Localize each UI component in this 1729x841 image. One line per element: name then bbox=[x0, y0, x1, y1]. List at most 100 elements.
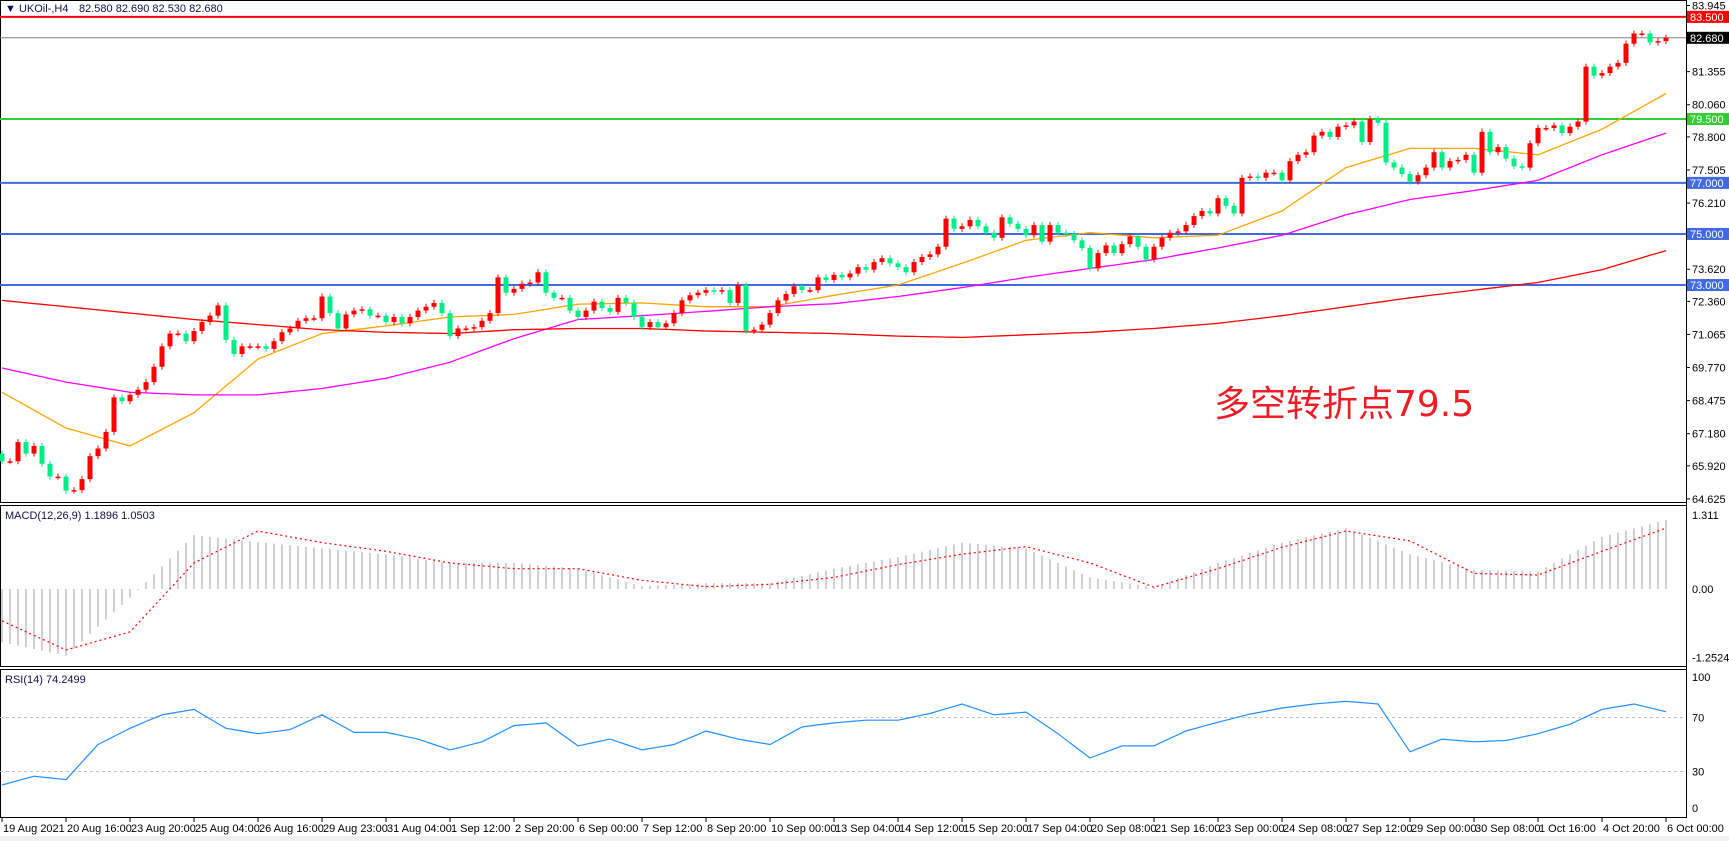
candle-body bbox=[847, 273, 853, 278]
rsi-tick-label: 30 bbox=[1692, 767, 1704, 779]
candle-body bbox=[823, 277, 829, 280]
candle-body bbox=[151, 366, 157, 383]
time-tick-label: 13 Sep 04:00 bbox=[835, 823, 900, 835]
candle-body bbox=[751, 329, 757, 332]
candle-body bbox=[959, 226, 965, 229]
candle-body bbox=[607, 308, 613, 312]
level-label-bg bbox=[1687, 113, 1729, 126]
candle-body bbox=[1159, 237, 1165, 247]
candle-body bbox=[1015, 223, 1021, 229]
candles bbox=[0, 30, 1669, 494]
candle-body bbox=[7, 461, 13, 463]
candle-body bbox=[1359, 121, 1365, 143]
candle-body bbox=[703, 290, 709, 293]
candle-body bbox=[1255, 176, 1261, 178]
candle-body bbox=[127, 394, 133, 402]
candle-body bbox=[55, 476, 61, 479]
candle-body bbox=[1175, 231, 1181, 233]
candle-body bbox=[471, 327, 477, 329]
candle-body bbox=[159, 346, 165, 367]
candle-body bbox=[1247, 176, 1253, 178]
level-label: 77.000 bbox=[1690, 178, 1724, 190]
main-price-panel[interactable] bbox=[0, 0, 1687, 503]
candle-body bbox=[687, 295, 693, 301]
candle-body bbox=[63, 476, 69, 491]
candle-body bbox=[247, 346, 253, 348]
candle-body bbox=[39, 445, 45, 464]
candle-body bbox=[167, 333, 173, 347]
rsi-line bbox=[1, 700, 1667, 786]
candle-body bbox=[511, 288, 517, 293]
candle-body bbox=[415, 310, 421, 317]
symbol-label[interactable]: ▼ UKOil-,H4 bbox=[5, 3, 68, 15]
candle-body bbox=[911, 262, 917, 273]
candle-body bbox=[1351, 121, 1357, 126]
candle-body bbox=[559, 297, 565, 300]
candle-body bbox=[295, 320, 301, 329]
candle-body bbox=[1271, 172, 1277, 175]
candle-body bbox=[1543, 127, 1549, 130]
level-label: 75.000 bbox=[1690, 229, 1724, 241]
candle-body bbox=[87, 456, 93, 480]
candle-body bbox=[231, 339, 237, 354]
candle-body bbox=[623, 297, 629, 303]
candle-body bbox=[1447, 161, 1453, 168]
candle-body bbox=[1583, 66, 1589, 122]
candle-body bbox=[1335, 126, 1341, 137]
candle-body bbox=[527, 282, 533, 284]
moving-averages bbox=[1, 92, 1667, 447]
time-tick-label: 25 Aug 04:00 bbox=[195, 823, 260, 835]
level-label: 83.500 bbox=[1690, 12, 1724, 24]
candle-body bbox=[343, 314, 349, 329]
time-tick-label: 6 Oct 00:00 bbox=[1667, 823, 1724, 835]
candle-body bbox=[119, 397, 125, 402]
candle-body bbox=[1623, 43, 1629, 63]
candle-body bbox=[1055, 225, 1061, 233]
candle-body bbox=[711, 290, 717, 292]
macd-series bbox=[1, 519, 1667, 656]
candle-body bbox=[191, 331, 197, 342]
time-tick-label: 23 Sep 00:00 bbox=[1219, 823, 1284, 835]
candle-body bbox=[279, 332, 285, 342]
candle-body bbox=[551, 292, 557, 298]
candle-body bbox=[1439, 152, 1445, 168]
candle-body bbox=[1063, 232, 1069, 235]
candle-body bbox=[1279, 172, 1285, 181]
candle-body bbox=[663, 323, 669, 328]
candle-body bbox=[367, 309, 373, 316]
candle-body bbox=[1503, 147, 1509, 159]
candle-body bbox=[1415, 175, 1421, 182]
candle-body bbox=[303, 318, 309, 321]
candle-body bbox=[927, 254, 933, 257]
candle-body bbox=[1103, 245, 1109, 254]
candle-body bbox=[239, 346, 245, 354]
candle-body bbox=[671, 313, 677, 324]
candle-body bbox=[479, 320, 485, 328]
price-tick-label: 71.065 bbox=[1692, 329, 1726, 341]
price-tick-label: 73.620 bbox=[1692, 264, 1726, 276]
candle-body bbox=[135, 389, 141, 395]
time-tick-label: 19 Aug 2021 bbox=[3, 823, 65, 835]
rsi-panel[interactable] bbox=[0, 669, 1687, 818]
candle-body bbox=[463, 328, 469, 330]
time-tick-label: 29 Sep 00:00 bbox=[1411, 823, 1476, 835]
candle-body bbox=[743, 285, 749, 332]
candle-body bbox=[1135, 236, 1141, 247]
candle-body bbox=[1183, 225, 1189, 232]
candle-body bbox=[1559, 125, 1565, 134]
price-tick-label: 77.505 bbox=[1692, 165, 1726, 177]
candle-body bbox=[1199, 210, 1205, 217]
time-tick-label: 30 Sep 08:00 bbox=[1475, 823, 1540, 835]
price-tick-label: 72.360 bbox=[1692, 296, 1726, 308]
candle-body bbox=[0, 453, 5, 462]
candle-body bbox=[615, 297, 621, 312]
candle-body bbox=[1119, 244, 1125, 254]
candle-body bbox=[1303, 152, 1309, 155]
candle-body bbox=[1095, 253, 1101, 269]
candle-body bbox=[903, 267, 909, 273]
moving-average-line-2 bbox=[1, 132, 1667, 396]
candle-body bbox=[263, 346, 269, 349]
candle-body bbox=[503, 277, 509, 293]
candle-body bbox=[919, 256, 925, 263]
